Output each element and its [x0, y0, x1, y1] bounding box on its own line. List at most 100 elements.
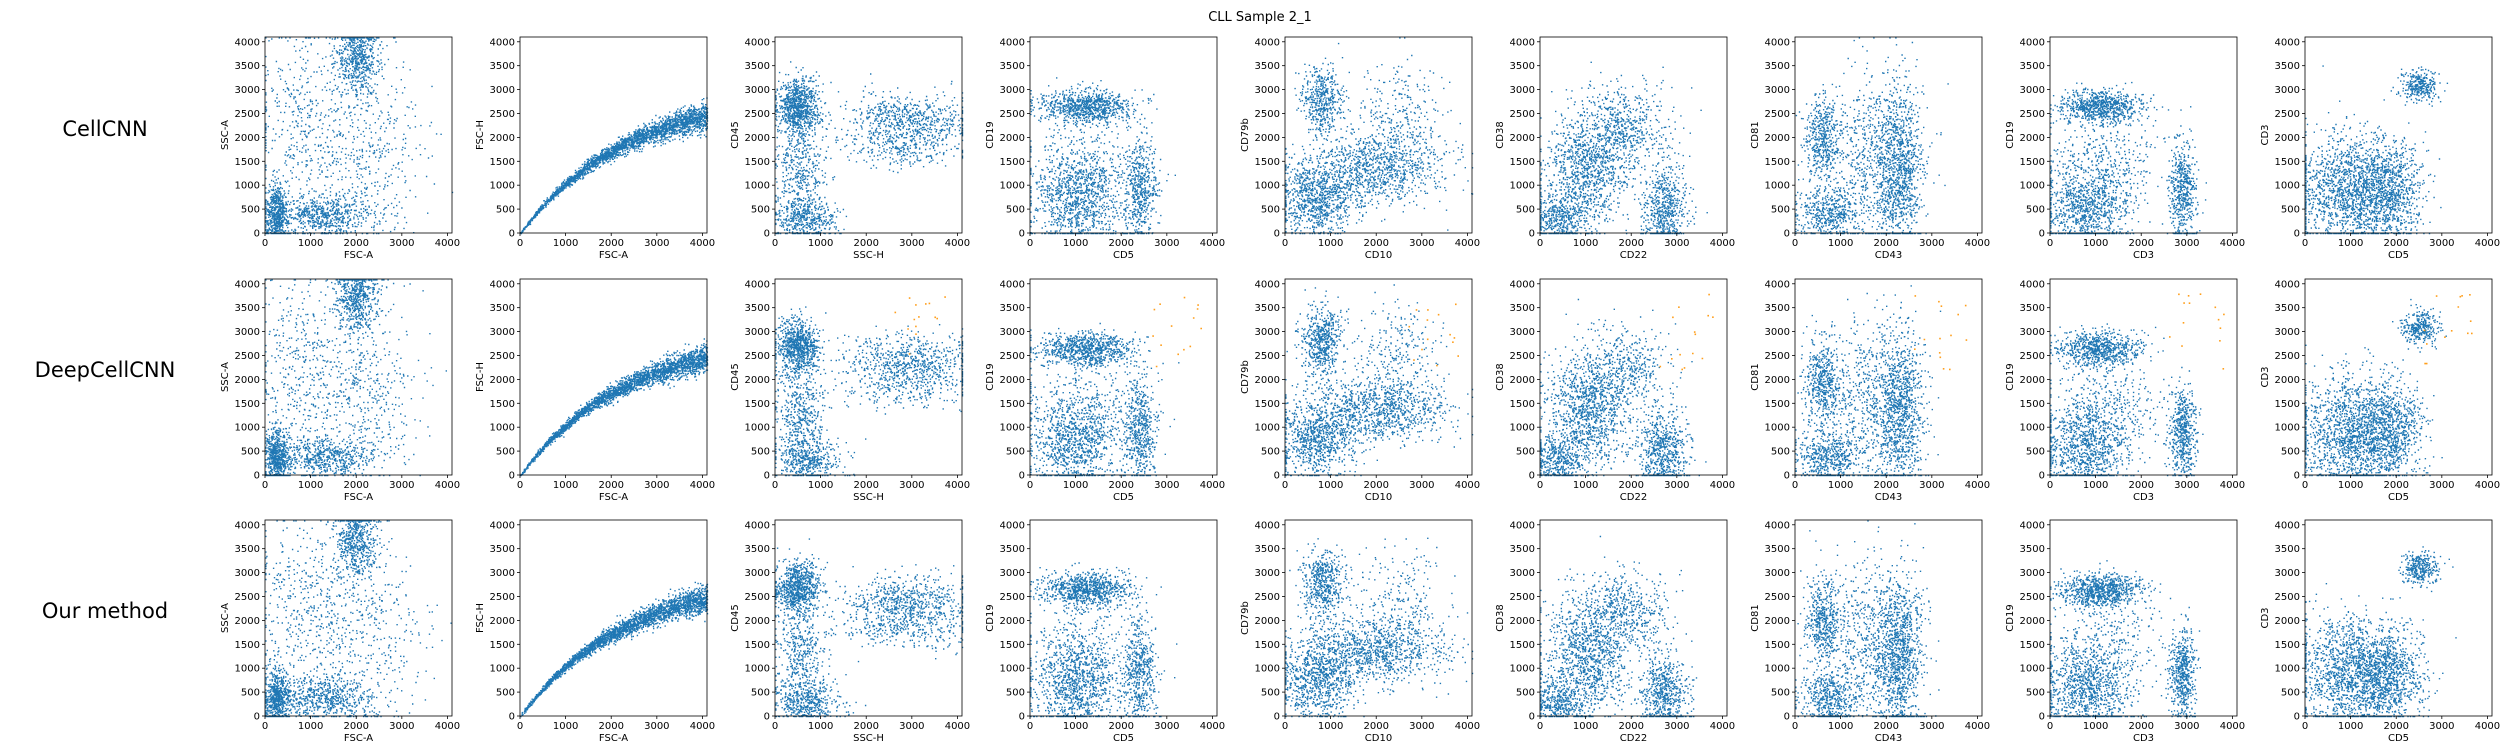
y-tick-label: 3000 [1000, 85, 1025, 96]
y-tick-label: 3000 [2275, 85, 2300, 96]
axes-frame [1794, 519, 1983, 717]
x-axis-label: FSC-A [599, 250, 628, 261]
x-tick-label: 4000 [2475, 721, 2500, 732]
x-tick-label: 3000 [1154, 238, 1179, 249]
row-label-cellcnn: CellCNN [62, 117, 148, 141]
y-tick-label: 4000 [235, 279, 260, 290]
x-tick-label: 1000 [298, 721, 323, 732]
row-label-our-method: Our method [41, 599, 169, 623]
cell-points [2050, 81, 2207, 235]
y-tick-label: 3500 [2275, 544, 2300, 555]
y-tick-label: 500 [1516, 447, 1535, 458]
y-tick-label: 3000 [2020, 85, 2045, 96]
y-tick-label: 1000 [1510, 664, 1535, 675]
x-tick-label: 0 [1027, 238, 1033, 249]
x-tick-label: 0 [1537, 721, 1543, 732]
scatter-panel: 0 500 1000 1500 2000 2500 3000 3500 4000 0 1000 200… [2260, 36, 2500, 261]
axes-frame [519, 278, 708, 476]
y-tick-label: 1000 [490, 664, 515, 675]
scatter-panel: 0 500 1000 1500 2000 2500 3000 3500 4000 0 1000 200… [1750, 36, 1990, 261]
y-tick-label: 1500 [1255, 640, 1280, 651]
y-tick-label: 1500 [745, 640, 770, 651]
highlight-points [1914, 295, 1968, 371]
x-tick-label: 0 [1027, 480, 1033, 491]
x-tick-label: 2000 [1873, 721, 1898, 732]
y-tick-label: 3500 [235, 303, 260, 314]
x-tick-label: 0 [262, 238, 268, 249]
y-tick-label: 1500 [1000, 157, 1025, 168]
scatter-panel: 0 500 1000 1500 2000 2500 3000 3500 4000 0 1000 200… [475, 36, 715, 261]
y-tick-label: 1500 [1255, 399, 1280, 410]
y-tick-label: 0 [2039, 471, 2045, 482]
y-tick-label: 1500 [235, 157, 260, 168]
row-label-deepcellcnn: DeepCellCNN [34, 358, 176, 382]
y-tick-label: 2000 [745, 375, 770, 386]
y-tick-label: 3500 [1510, 544, 1535, 555]
y-tick-label: 4000 [1510, 37, 1535, 48]
x-axis-label: SSC-H [853, 250, 884, 261]
y-tick-label: 1500 [2275, 157, 2300, 168]
y-tick-label: 3000 [1000, 327, 1025, 338]
axes-frame [1029, 519, 1218, 717]
y-tick-label: 2500 [2275, 592, 2300, 603]
y-tick-label: 3000 [2020, 327, 2045, 338]
y-tick-label: 2500 [1510, 109, 1535, 120]
y-tick-label: 4000 [1765, 279, 1790, 290]
x-tick-label: 1000 [1573, 480, 1598, 491]
x-tick-label: 3000 [1919, 480, 1944, 491]
x-tick-label: 3000 [899, 721, 924, 732]
y-axis-label: FSC-H [475, 603, 486, 633]
y-tick-label: 4000 [2020, 520, 2045, 531]
y-tick-label: 2500 [745, 109, 770, 120]
y-tick-label: 0 [1784, 712, 1790, 723]
x-tick-label: 1000 [1828, 721, 1853, 732]
x-tick-label: 0 [1537, 480, 1543, 491]
y-tick-label: 2000 [235, 133, 260, 144]
x-tick-label: 3000 [1664, 721, 1689, 732]
x-tick-label: 3000 [1409, 238, 1434, 249]
x-axis-label: CD5 [2388, 250, 2409, 261]
y-tick-label: 3500 [745, 544, 770, 555]
y-tick-label: 1000 [2020, 181, 2045, 192]
y-tick-label: 2000 [1765, 133, 1790, 144]
y-tick-label: 1500 [2020, 157, 2045, 168]
cell-points [1030, 77, 1176, 235]
x-tick-label: 0 [2302, 238, 2308, 249]
y-tick-label: 4000 [1000, 37, 1025, 48]
x-axis-label: CD10 [1365, 492, 1392, 503]
y-tick-label: 0 [254, 471, 260, 482]
y-tick-label: 500 [1771, 688, 1790, 699]
x-axis-label: FSC-A [344, 250, 373, 261]
x-tick-label: 2000 [853, 721, 878, 732]
y-tick-label: 1000 [745, 664, 770, 675]
x-tick-label: 4000 [690, 721, 715, 732]
y-tick-label: 2000 [2275, 616, 2300, 627]
y-tick-label: 4000 [490, 279, 515, 290]
axes-frame [1794, 36, 1983, 234]
scatter-panel: 0 500 1000 1500 2000 2500 3000 3500 4000 0 1000 200… [1750, 278, 1990, 503]
x-tick-label: 4000 [1200, 238, 1225, 249]
y-tick-label: 1000 [235, 181, 260, 192]
scatter-panel: 0 500 1000 1500 2000 2500 3000 3500 4000 0 1000 200… [2260, 278, 2500, 503]
y-tick-label: 2000 [2020, 375, 2045, 386]
y-tick-label: 2500 [1255, 351, 1280, 362]
y-tick-label: 2000 [490, 616, 515, 627]
y-tick-label: 2500 [2020, 109, 2045, 120]
y-tick-label: 500 [241, 688, 260, 699]
x-tick-label: 0 [1792, 238, 1798, 249]
y-tick-label: 0 [2039, 712, 2045, 723]
highlight-points [1152, 296, 1202, 368]
scatter-panel: 0 500 1000 1500 2000 2500 3000 3500 4000 0 1000 200… [985, 278, 1225, 503]
x-tick-label: 2000 [1618, 721, 1643, 732]
y-tick-label: 4000 [235, 37, 260, 48]
y-tick-label: 4000 [235, 520, 260, 531]
y-tick-label: 500 [1771, 205, 1790, 216]
x-tick-label: 3000 [389, 238, 414, 249]
y-tick-label: 4000 [490, 37, 515, 48]
y-axis-label: FSC-H [475, 120, 486, 150]
y-tick-label: 0 [2294, 229, 2300, 240]
y-tick-label: 0 [764, 712, 770, 723]
axes-frame [519, 519, 708, 717]
x-axis-label: CD10 [1365, 733, 1392, 744]
y-tick-label: 500 [1006, 688, 1025, 699]
